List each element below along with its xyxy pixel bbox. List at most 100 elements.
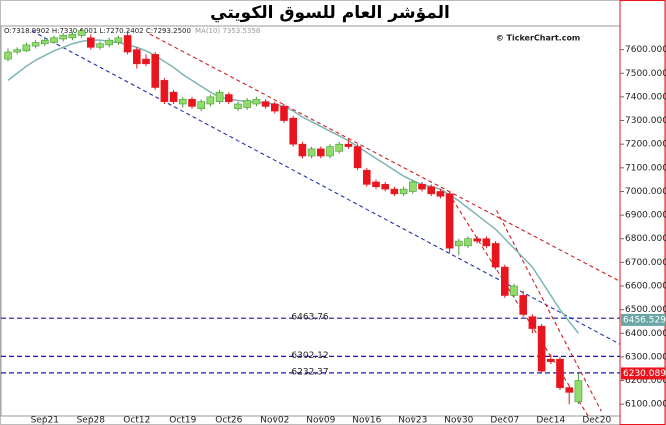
- candle-body: [381, 184, 390, 190]
- ma-readout: MA(10) 7353.5358: [195, 27, 260, 35]
- candle-body: [556, 358, 564, 388]
- candle-body: [123, 35, 132, 53]
- candle-body: [160, 80, 169, 102]
- x-tick-label: Sep28: [77, 416, 106, 425]
- candle-body: [408, 181, 417, 192]
- candle-body: [326, 146, 334, 157]
- candle-body: [169, 91, 178, 102]
- x-tick-label: Nov30: [444, 416, 473, 425]
- candle-body: [482, 238, 491, 247]
- x-tick-label: Dec07: [490, 416, 519, 425]
- x-tick-label: Sep21: [31, 416, 59, 425]
- candle-body: [50, 37, 58, 43]
- candle-body: [40, 39, 49, 45]
- candle-body: [59, 35, 68, 40]
- y-tick-label: 6400.0000: [625, 329, 666, 339]
- candle-body: [464, 238, 472, 247]
- candle-body: [519, 295, 528, 315]
- x-tick-label: Nov16: [352, 416, 381, 425]
- plot-layer: 6463.76 6302.12 6232.37: [1, 28, 620, 416]
- candle-body: [436, 191, 445, 197]
- candle-body: [22, 44, 31, 52]
- y-tick-label: 6500.0000: [625, 305, 666, 315]
- candle-body: [96, 43, 104, 48]
- plot-area: [0, 25, 621, 417]
- y-tick-label: 7300.0000: [625, 116, 666, 126]
- candle-body: [362, 169, 371, 185]
- y-tick-label: 6200.0000: [625, 376, 666, 386]
- level-label: 6232.37: [291, 367, 328, 377]
- candle-body: [316, 148, 325, 157]
- y-tick-label: 6100.0000: [625, 400, 666, 410]
- candle-body: [528, 316, 537, 329]
- candle-body: [133, 49, 141, 65]
- price-tag-label: 6230.0898: [623, 369, 666, 379]
- candle-body: [353, 146, 362, 169]
- moving-average: [7, 39, 579, 334]
- y-tick-label: 7500.0000: [625, 69, 666, 79]
- x-tick-label: Dec14: [536, 416, 565, 425]
- candle-body: [445, 193, 454, 249]
- candle-body: [491, 243, 500, 268]
- candle-body: [298, 143, 307, 157]
- trendline: [149, 33, 620, 282]
- y-tick-label: 6800.0000: [625, 234, 666, 244]
- candle-body: [537, 325, 546, 372]
- candle-body: [454, 240, 463, 247]
- trendline: [496, 210, 602, 412]
- chart-title: المؤشر العام للسوق الكويتي: [210, 3, 450, 23]
- candle-body: [546, 358, 555, 362]
- candle-body: [399, 188, 408, 195]
- candle-body: [4, 51, 12, 60]
- candle-body: [31, 42, 40, 47]
- candle-body: [289, 117, 298, 145]
- candle-body: [13, 49, 21, 53]
- candle-body: [344, 143, 353, 147]
- candle-body: [418, 184, 426, 190]
- candle-body: [77, 30, 86, 36]
- y-tick-label: 6600.0000: [625, 282, 666, 292]
- price-axis-panel: [619, 0, 666, 425]
- candle-body: [68, 33, 77, 39]
- candle-body: [215, 91, 224, 102]
- x-tick-label: Oct19: [169, 416, 196, 425]
- candle-body: [142, 58, 150, 65]
- y-tick-label: 7000.0000: [625, 187, 666, 197]
- candle-body: [510, 285, 518, 296]
- candle-body: [500, 266, 509, 296]
- candle-body: [206, 96, 215, 105]
- y-tick-label: 7400.0000: [625, 92, 666, 102]
- candle-body: [372, 181, 380, 188]
- x-tick-label: Oct12: [123, 416, 150, 425]
- candle-body: [280, 106, 288, 121]
- candle-body: [565, 387, 574, 393]
- x-tick-label: Nov02: [260, 416, 289, 425]
- candle-body: [151, 54, 159, 88]
- candle-body: [390, 188, 399, 195]
- level-label: 6463.76: [291, 313, 328, 323]
- level-label: 6302.12: [291, 351, 328, 361]
- candle-body: [114, 37, 123, 43]
- price-tag: [621, 313, 665, 326]
- y-tick-label: 7600.0000: [625, 45, 666, 55]
- y-tick-label: 7200.0000: [625, 140, 666, 150]
- candle-body: [261, 101, 270, 107]
- candle-body: [225, 94, 233, 102]
- y-tick-label: 6900.0000: [625, 211, 666, 221]
- price-tag: [621, 367, 665, 380]
- x-tick-label: Oct26: [215, 416, 242, 425]
- x-tick-label: Nov23: [398, 416, 427, 425]
- candle-body: [87, 37, 95, 48]
- candle-body: [307, 148, 316, 157]
- candle-body: [270, 103, 279, 112]
- watermark: © TickerChart.com: [496, 34, 581, 43]
- candle-body: [427, 186, 436, 195]
- candle-body: [574, 380, 583, 403]
- candle-body: [473, 238, 482, 242]
- price-tag-label: 6456.5299: [623, 315, 666, 325]
- candle-body: [188, 98, 196, 107]
- candle-body: [234, 103, 242, 110]
- y-tick-label: 6300.0000: [625, 352, 666, 362]
- x-tick-label: Dec20: [582, 416, 611, 425]
